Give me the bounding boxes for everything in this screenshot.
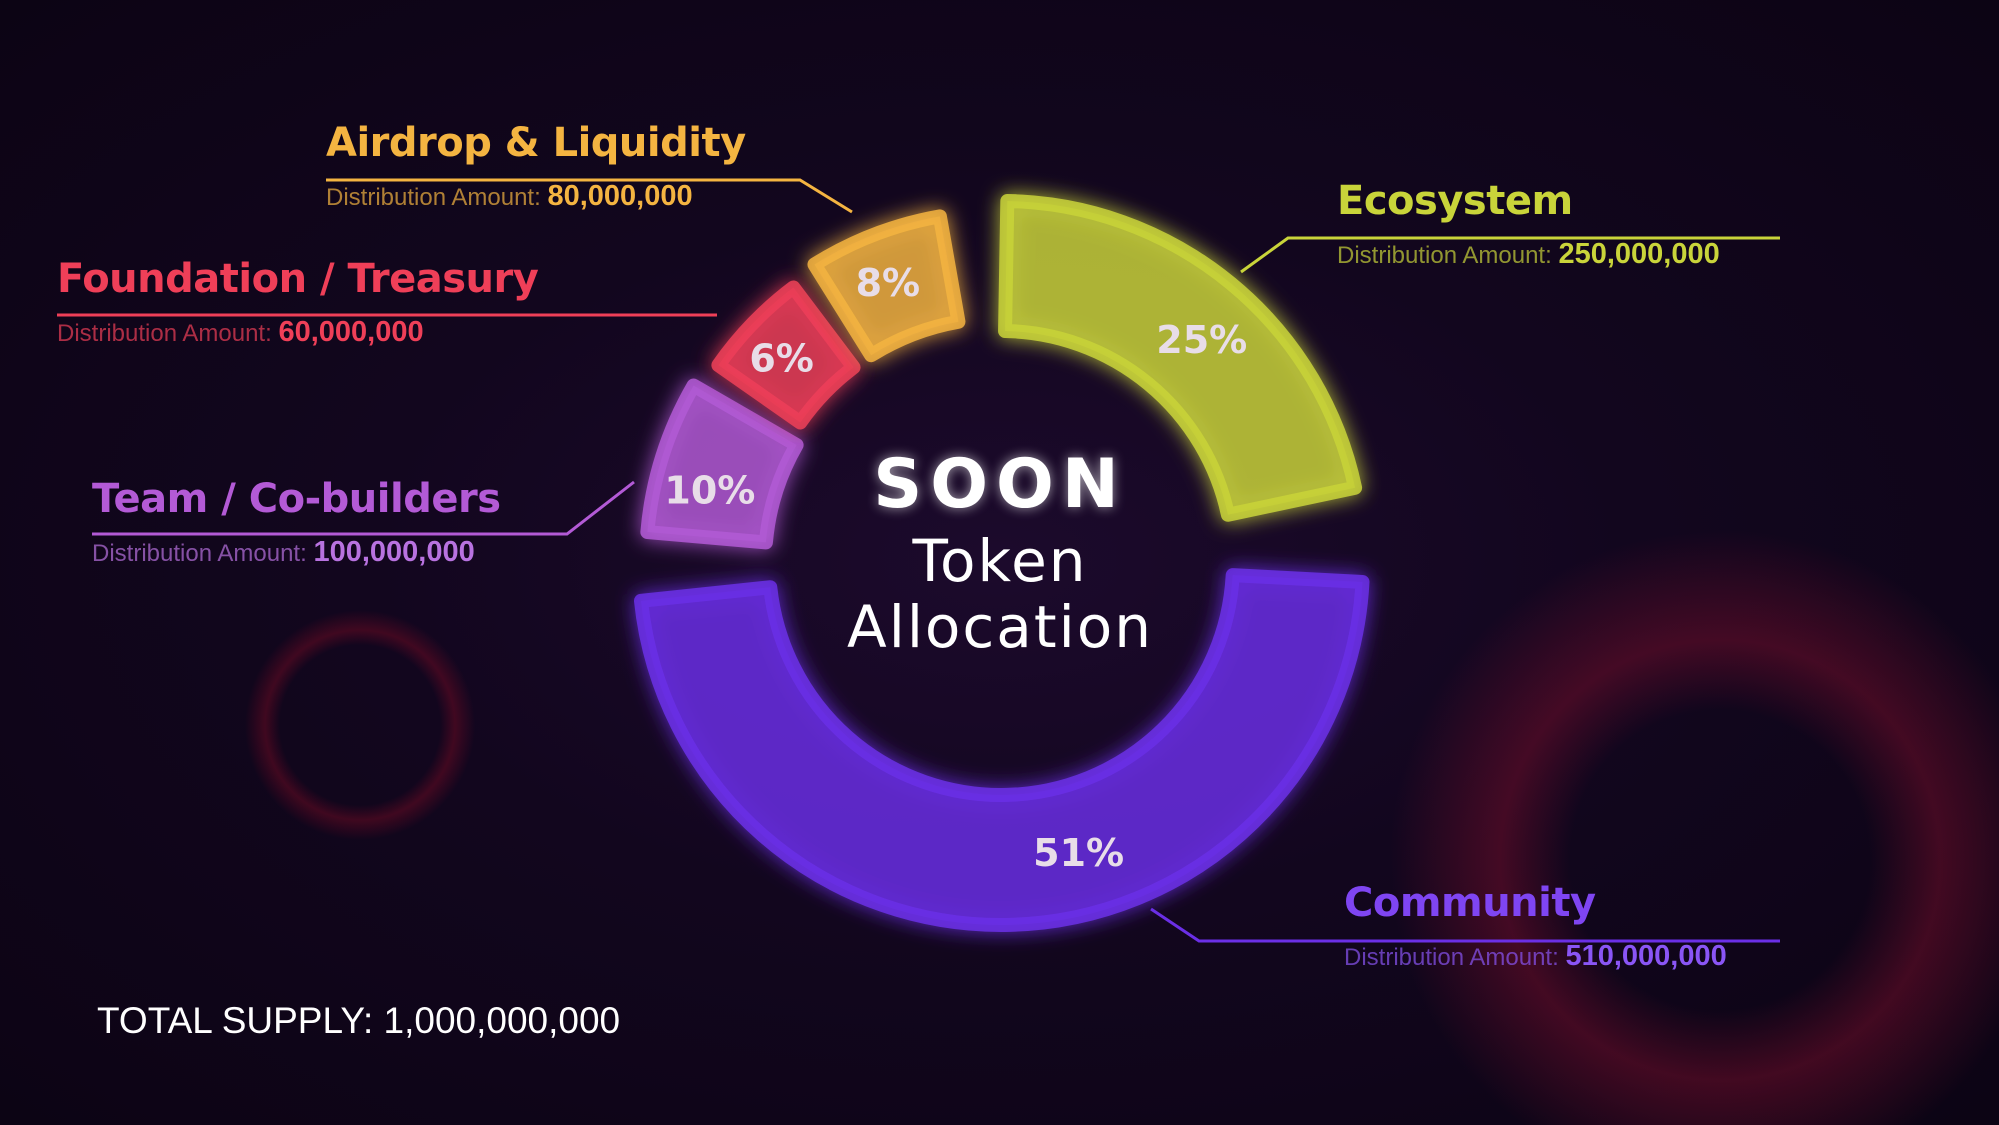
segment-airdrop-liquidity bbox=[807, 209, 966, 363]
segment-foundation-treasury bbox=[711, 280, 861, 430]
amount-value: 510,000,000 bbox=[1565, 940, 1727, 972]
label-ecosystem: Ecosystem Distribution Amount: 250,000,0… bbox=[1337, 178, 1720, 271]
segment-team-co-builders bbox=[640, 378, 804, 550]
leader-line bbox=[326, 178, 853, 214]
leader-line bbox=[92, 480, 635, 536]
chart-center: SOON Token Allocation bbox=[800, 445, 1200, 660]
amount-value: 250,000,000 bbox=[1558, 238, 1720, 270]
segment-name: Foundation / Treasury bbox=[57, 256, 539, 302]
segment-name: Team / Co-builders bbox=[92, 476, 501, 522]
segment-ecosystem bbox=[998, 194, 1363, 522]
amount-value: 80,000,000 bbox=[547, 180, 693, 212]
percent-label: 6% bbox=[749, 336, 814, 380]
total-supply: TOTAL SUPPLY: 1,000,000,000 bbox=[97, 1000, 621, 1041]
amount-value: 60,000,000 bbox=[278, 316, 424, 348]
percent-label: 10% bbox=[664, 468, 755, 512]
label-community: Community Distribution Amount: 510,000,0… bbox=[1344, 880, 1727, 973]
amount-label: Distribution Amount: bbox=[57, 320, 272, 347]
leader-line bbox=[1240, 236, 1780, 274]
segment-community bbox=[633, 568, 1370, 932]
percent-label: 8% bbox=[856, 261, 921, 305]
amount-label: Distribution Amount: bbox=[1344, 944, 1559, 971]
amount-label: Distribution Amount: bbox=[1337, 242, 1552, 269]
percent-label: 51% bbox=[1033, 831, 1124, 875]
label-team: Team / Co-builders Distribution Amount: … bbox=[92, 476, 501, 569]
soon-logo: SOON bbox=[873, 445, 1127, 524]
segment-name: Ecosystem bbox=[1337, 178, 1573, 224]
amount-label: Distribution Amount: bbox=[92, 540, 307, 567]
label-foundation: Foundation / Treasury Distribution Amoun… bbox=[57, 256, 539, 349]
chart-title: Token Allocation bbox=[847, 527, 1153, 661]
amount-label: Distribution Amount: bbox=[326, 184, 541, 211]
percent-label: 25% bbox=[1156, 318, 1247, 362]
segment-name: Community bbox=[1344, 880, 1596, 926]
label-airdrop: Airdrop & Liquidity Distribution Amount:… bbox=[326, 120, 746, 213]
leader-line bbox=[1150, 907, 1780, 943]
segment-name: Airdrop & Liquidity bbox=[326, 120, 746, 166]
amount-value: 100,000,000 bbox=[313, 536, 475, 568]
